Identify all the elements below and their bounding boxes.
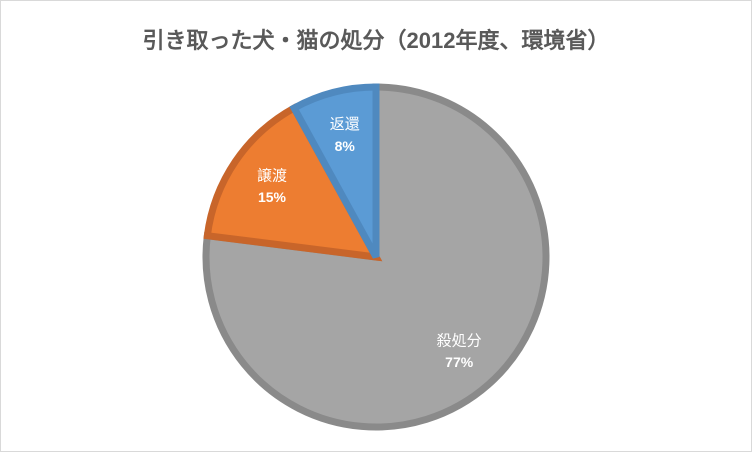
chart-title: 引き取った犬・猫の処分（2012年度、環境省） xyxy=(143,28,610,53)
data-label-name: 殺処分 xyxy=(437,332,482,349)
data-labels: 殺処分 77% 譲渡 15% 返還 8% xyxy=(257,116,482,370)
data-label-name: 返還 xyxy=(330,116,360,133)
data-label-value: 77% xyxy=(445,354,474,370)
pie-slice xyxy=(203,103,383,262)
pie-slice xyxy=(289,83,380,259)
data-label-value: 15% xyxy=(258,189,287,205)
pie-slice xyxy=(202,83,550,431)
pie xyxy=(202,83,550,431)
data-label-value: 8% xyxy=(335,138,356,154)
data-label-name: 譲渡 xyxy=(257,167,287,184)
